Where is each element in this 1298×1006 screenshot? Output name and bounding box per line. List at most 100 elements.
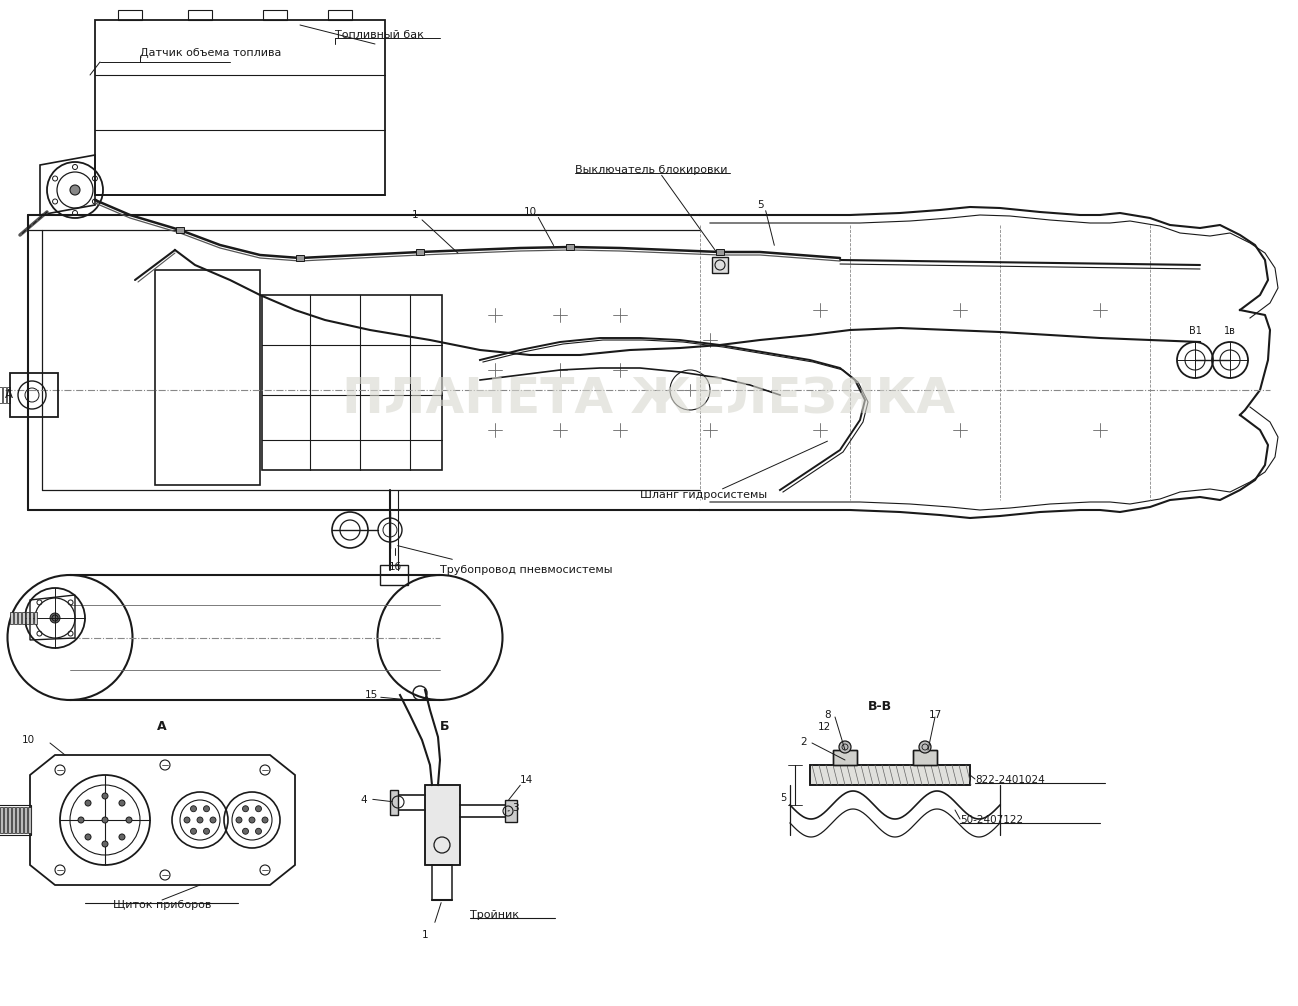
Bar <box>8 807 10 833</box>
Text: 14: 14 <box>520 775 533 785</box>
Text: 50-2407122: 50-2407122 <box>961 815 1023 825</box>
Bar <box>0 807 3 833</box>
Circle shape <box>204 828 209 834</box>
Bar <box>14 612 17 624</box>
Circle shape <box>78 817 84 823</box>
Bar <box>263 10 287 20</box>
Bar <box>424 785 459 865</box>
Text: 10: 10 <box>22 735 35 745</box>
Circle shape <box>262 817 267 823</box>
Bar <box>26 612 29 624</box>
Circle shape <box>256 806 261 812</box>
Text: А: А <box>157 720 167 733</box>
Bar <box>95 20 386 195</box>
Circle shape <box>210 817 215 823</box>
Circle shape <box>197 817 202 823</box>
Text: 17: 17 <box>928 710 941 720</box>
Bar <box>188 10 212 20</box>
Text: А: А <box>5 388 13 401</box>
Text: Выключатель блокировки: Выключатель блокировки <box>575 165 727 175</box>
Bar <box>23 807 27 833</box>
Text: Трубопровод пневмосистемы: Трубопровод пневмосистемы <box>440 565 613 575</box>
Text: Датчик объема топлива: Датчик объема топлива <box>140 48 282 58</box>
Bar <box>10 373 58 417</box>
Circle shape <box>184 817 190 823</box>
Bar <box>505 800 517 822</box>
Bar <box>566 244 574 250</box>
Circle shape <box>103 841 108 847</box>
Bar <box>29 807 31 833</box>
Bar <box>10 612 13 624</box>
Circle shape <box>191 828 196 834</box>
Bar <box>380 565 408 585</box>
Bar <box>833 750 857 765</box>
Circle shape <box>236 817 241 823</box>
Bar <box>19 807 23 833</box>
Bar <box>12 807 16 833</box>
Bar <box>16 807 19 833</box>
Text: 8: 8 <box>824 710 831 720</box>
Circle shape <box>243 806 248 812</box>
Bar <box>810 765 970 785</box>
Bar <box>118 10 141 20</box>
Bar <box>4 807 6 833</box>
Bar <box>415 249 424 255</box>
Bar <box>810 765 970 785</box>
Bar <box>0 805 31 835</box>
Bar <box>30 612 32 624</box>
Text: 1: 1 <box>411 210 418 220</box>
Circle shape <box>103 817 108 823</box>
Text: 822-2401024: 822-2401024 <box>975 775 1045 785</box>
Bar <box>154 270 260 485</box>
Bar <box>22 612 25 624</box>
Circle shape <box>191 806 196 812</box>
Bar <box>6 387 10 403</box>
Bar <box>912 750 937 765</box>
Text: 3: 3 <box>511 803 519 813</box>
Bar <box>177 227 184 233</box>
Circle shape <box>243 828 248 834</box>
Circle shape <box>919 741 931 753</box>
Bar <box>912 750 937 765</box>
Text: В1: В1 <box>1189 326 1202 336</box>
Text: 1б: 1б <box>388 562 401 572</box>
Bar <box>424 785 459 865</box>
Circle shape <box>256 828 261 834</box>
Text: В-В: В-В <box>868 700 892 713</box>
Bar <box>716 249 724 255</box>
Circle shape <box>51 613 60 623</box>
Text: 10: 10 <box>523 207 536 217</box>
Text: Шланг гидросистемы: Шланг гидросистемы <box>640 490 767 500</box>
Circle shape <box>86 834 91 840</box>
Circle shape <box>119 834 125 840</box>
Bar <box>0 387 3 403</box>
Text: 5: 5 <box>780 793 787 803</box>
Circle shape <box>119 800 125 806</box>
Text: Щиток приборов: Щиток приборов <box>113 900 212 910</box>
Circle shape <box>839 741 851 753</box>
Text: 15: 15 <box>365 690 378 700</box>
Text: 12: 12 <box>818 722 831 732</box>
Text: Б: Б <box>440 720 449 733</box>
Circle shape <box>103 793 108 799</box>
Bar <box>262 295 443 470</box>
Bar <box>34 612 38 624</box>
Text: Тройник: Тройник <box>470 910 519 920</box>
Bar <box>328 10 352 20</box>
Text: 5: 5 <box>757 200 763 210</box>
Bar <box>3 387 6 403</box>
Circle shape <box>126 817 132 823</box>
Text: 1: 1 <box>422 930 428 940</box>
Bar <box>389 790 398 815</box>
Bar <box>833 750 857 765</box>
Bar <box>18 612 21 624</box>
Circle shape <box>249 817 254 823</box>
Text: ПЛАНЕТА ЖЕЛЕЗЯКА: ПЛАНЕТА ЖЕЛЕЗЯКА <box>343 376 955 424</box>
Text: Топливный бак: Топливный бак <box>335 30 424 40</box>
Bar <box>432 865 452 900</box>
Bar <box>713 257 728 273</box>
Circle shape <box>70 185 80 195</box>
Circle shape <box>204 806 209 812</box>
Text: 4: 4 <box>360 795 366 805</box>
Circle shape <box>86 800 91 806</box>
